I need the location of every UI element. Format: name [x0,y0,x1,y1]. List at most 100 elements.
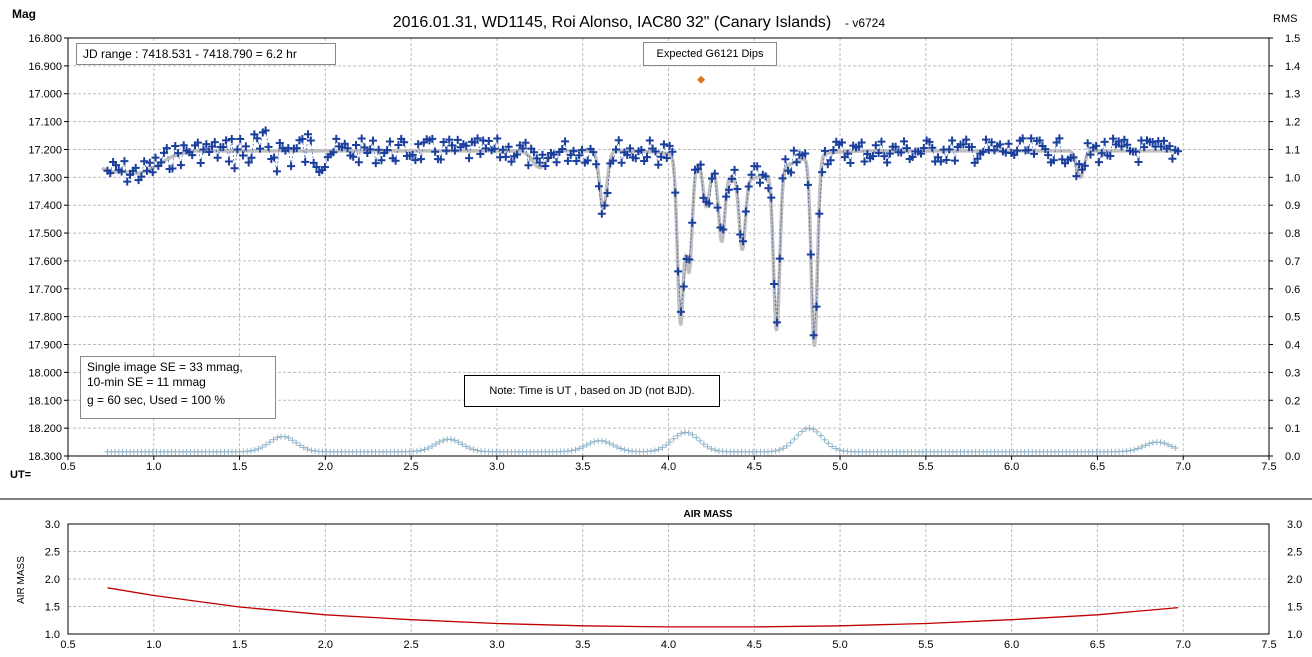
rms-point [678,430,685,437]
magnitude-connector [330,151,334,155]
rms-point [1142,442,1149,449]
magnitude-point [213,153,222,162]
magnitude-connector [918,151,922,154]
magnitude-connector [658,156,662,165]
magnitude-connector [282,147,286,151]
rms-point [1123,448,1130,455]
rms-point [413,448,420,455]
am-x-tick-label: 5.5 [918,639,933,651]
note-box: Note: Time is UT , based on JD (not BJD)… [464,375,720,407]
x-tick-label: 5.0 [832,461,847,473]
magnitude-connector [285,147,289,151]
magnitude-connector [559,148,563,153]
jd-range-box: JD range : 7418.531 - 7418.790 = 6.2 hr [76,43,336,65]
rms-point [825,440,832,447]
magnitude-connector [816,213,820,307]
rms-point [821,436,828,443]
rms-point [270,436,277,443]
magnitude-connector [389,141,394,159]
rms-point [583,441,590,448]
magnitude-connector [770,197,775,284]
magnitude-point [674,267,683,276]
rms-point [700,441,707,448]
magnitude-connector [496,138,501,158]
rms-point [712,447,719,454]
magnitude-connector [327,154,331,158]
magnitude-point [566,150,575,159]
rms-point [1146,440,1153,447]
magnitude-point [730,165,739,174]
magnitude-connector [590,148,594,153]
am-x-tick-label: 2.5 [403,639,418,651]
magnitude-point [532,154,541,163]
magnitude-point [863,149,872,158]
am-x-tick-label: 7.0 [1176,639,1191,651]
magnitude-connector [502,149,507,157]
y-tick-label: 17.800 [28,312,62,324]
magnitude-point [626,144,635,153]
y-tick-label: 17.200 [28,144,62,156]
rms-point [1172,444,1179,451]
magnitude-connector [242,146,247,156]
magnitude-point [1013,146,1022,155]
magnitude-connector [1166,145,1170,149]
magnitude-connector [948,140,953,150]
y2-tick-label: 1.4 [1285,61,1300,73]
magnitude-point [679,282,688,291]
rms-point [274,434,281,441]
magnitude-connector [553,154,557,163]
rms-point [621,446,628,453]
magnitude-connector [112,161,117,166]
airmass-chart-grid [68,524,1269,634]
magnitude-connector [742,211,747,242]
y-axis-label-rms: RMS [1273,13,1297,25]
magnitude-point [897,148,906,157]
y-tick-label: 18.000 [28,367,62,379]
magnitude-connector [1143,140,1148,148]
rms-point [1127,447,1134,454]
model-curve-line [101,149,1179,348]
rms-point [304,446,311,453]
rms-point [666,439,673,446]
magnitude-connector [1172,149,1176,159]
am-x-tick-label: 4.0 [661,639,676,651]
rms-point [772,447,779,454]
magnitude-point [981,135,990,144]
rms-point [474,447,481,454]
magnitude-point [230,164,239,173]
magnitude-connector [367,149,371,154]
magnitude-point [733,185,742,194]
magnitude-connector [499,149,504,158]
magnitude-point [1131,147,1140,156]
magnitude-point [778,174,787,183]
magnitude-connector [708,178,713,204]
magnitude-point [272,167,281,176]
magnitude-point [1035,136,1044,145]
magnitude-point [970,158,979,167]
magnitude-connector [991,142,995,151]
magnitude-point [202,140,211,149]
magnitude-point [241,142,250,151]
magnitude-point [481,144,490,153]
magnitude-point [857,138,866,147]
airmass-chart-title: AIR MASS [684,509,733,520]
note-text: Note: Time is UT , based on JD (not BJD)… [489,385,695,397]
y2-tick-label: 0.4 [1285,340,1300,352]
rms-point [285,435,292,442]
magnitude-point [713,203,722,212]
y-tick-label: 17.100 [28,117,62,129]
magnitude-connector [434,151,439,160]
magnitude-connector [1098,153,1103,163]
rms-point [1157,439,1164,446]
magnitude-point [120,157,129,166]
rms-point [776,446,783,453]
magnitude-connector [813,306,817,336]
y2-tick-label: 1.1 [1285,144,1300,156]
am-y2-tick-label: 3.0 [1287,519,1302,531]
rms-point [580,443,587,450]
rms-point [836,447,843,454]
am-y-tick-label: 1.0 [45,629,60,641]
magnitude-point [111,161,120,170]
magnitude-point [592,160,601,169]
magnitude-point [1030,149,1038,158]
